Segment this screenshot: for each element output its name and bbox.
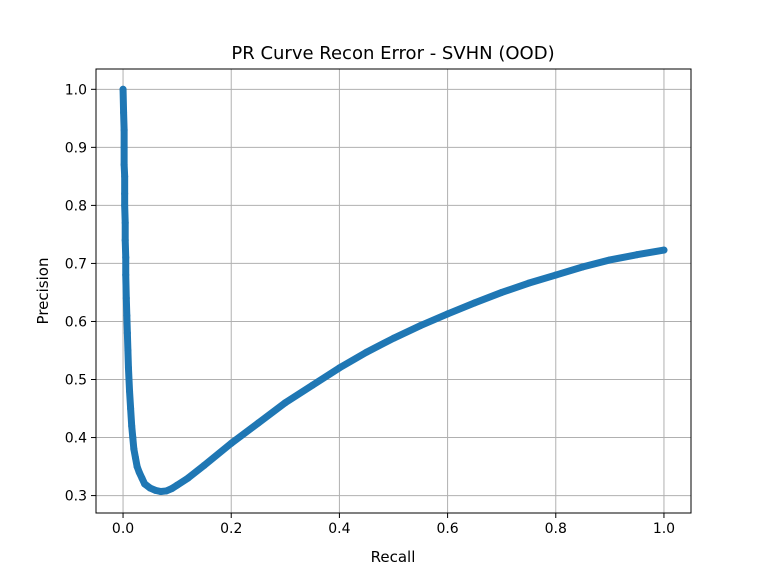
x-tick-label: 0.6 xyxy=(436,521,458,537)
data-point xyxy=(124,346,132,354)
y-tick-label: 0.7 xyxy=(65,256,87,272)
data-point xyxy=(152,486,159,494)
y-tick-label: 0.4 xyxy=(65,431,87,447)
y-tick-label: 0.6 xyxy=(65,314,87,330)
y-tick-label: 0.3 xyxy=(65,489,87,505)
data-point xyxy=(308,381,316,389)
data-point xyxy=(138,474,146,482)
data-point xyxy=(123,329,131,337)
data-point xyxy=(121,219,129,227)
grid-layer xyxy=(96,69,691,513)
data-point xyxy=(131,454,139,462)
data-point xyxy=(122,271,130,279)
x-axis-label: Recall xyxy=(371,548,416,566)
y-tick-label: 0.8 xyxy=(65,198,87,214)
x-tick-label: 1.0 xyxy=(653,521,675,537)
data-point xyxy=(146,484,154,492)
data-point xyxy=(162,487,170,495)
data-point xyxy=(121,190,129,198)
data-point xyxy=(157,488,165,496)
data-point xyxy=(184,474,192,482)
data-point xyxy=(552,271,560,279)
data-point xyxy=(227,439,235,447)
data-point xyxy=(471,299,479,307)
data-point xyxy=(417,322,425,330)
data-point xyxy=(173,481,181,489)
data-point xyxy=(444,310,452,318)
data-point xyxy=(133,463,141,471)
y-axis-label: Precision xyxy=(34,258,52,325)
data-point xyxy=(122,294,130,302)
data-point xyxy=(281,399,289,407)
x-tick-label: 0.2 xyxy=(220,521,242,537)
data-point xyxy=(126,387,134,395)
chart-title: PR Curve Recon Error - SVHN (OOD) xyxy=(231,43,554,64)
data-point xyxy=(122,254,130,262)
x-tick-label: 0.8 xyxy=(545,521,567,537)
data-point xyxy=(121,201,129,209)
data-point xyxy=(128,422,136,430)
data-point xyxy=(127,405,135,413)
data-point xyxy=(123,312,131,320)
data-point xyxy=(362,348,370,356)
data-point xyxy=(130,445,138,453)
data-point xyxy=(633,251,641,259)
y-tick-label: 0.9 xyxy=(65,140,87,156)
data-point xyxy=(254,419,262,427)
data-point xyxy=(120,126,128,134)
data-point xyxy=(498,288,506,296)
plot-frame xyxy=(95,68,692,514)
data-point xyxy=(335,364,343,372)
data-point xyxy=(141,480,149,488)
data-point xyxy=(119,85,127,93)
x-tick-label: 0.4 xyxy=(328,521,350,537)
data-point xyxy=(200,461,208,469)
series-layer xyxy=(119,85,668,496)
data-point xyxy=(390,334,397,342)
data-point xyxy=(121,236,129,244)
data-point xyxy=(525,279,533,287)
data-point xyxy=(120,143,128,151)
data-point xyxy=(120,161,128,169)
data-point xyxy=(579,263,587,271)
data-point xyxy=(121,172,129,180)
data-point xyxy=(124,364,132,372)
data-point xyxy=(129,434,137,442)
data-point xyxy=(660,246,668,254)
data-point xyxy=(168,485,176,493)
y-tick-label: 1.0 xyxy=(65,82,87,98)
y-tick-label: 0.5 xyxy=(65,373,87,389)
tick-layer: 0.0 0.2 0.4 0.6 0.8 1.0 0.3 0.4 0.5 0.6 0.7 0.8 0.9 1… xyxy=(65,82,675,537)
data-point xyxy=(135,468,143,476)
data-point xyxy=(606,256,614,264)
data-point xyxy=(120,109,128,117)
x-tick-label: 0.0 xyxy=(112,521,134,537)
